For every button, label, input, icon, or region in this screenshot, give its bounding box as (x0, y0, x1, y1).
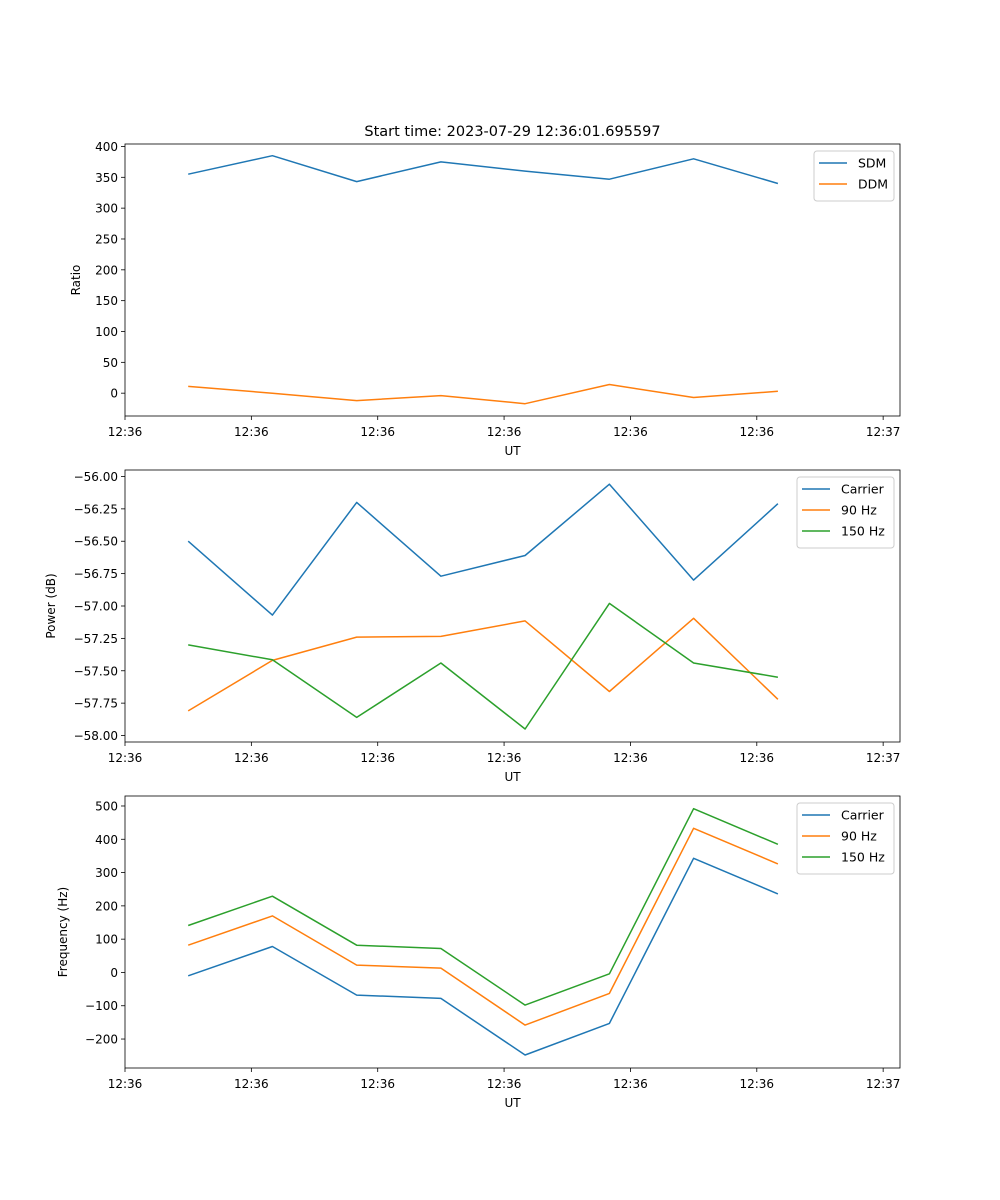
y-tick-label: −57.25 (74, 632, 118, 646)
y-tick-label: −56.25 (74, 502, 118, 516)
legend-label: Carrier (841, 808, 885, 823)
series-line-sdm (188, 154, 779, 185)
y-tick-label: −100 (85, 999, 118, 1013)
legend: Carrier 90 Hz 150 Hz (796, 476, 895, 549)
y-tick-label: −56.50 (74, 535, 118, 549)
legend-label: 150 Hz (841, 524, 885, 539)
y-axis-label: Frequency (Hz) (56, 887, 70, 978)
x-tick-label: 12:36 (613, 425, 648, 439)
y-tick-label: 400 (95, 833, 118, 847)
y-tick-label: −56.75 (74, 567, 118, 581)
x-tick-label: 12:36 (234, 1077, 269, 1091)
axes-frame (124, 795, 901, 1069)
y-tick-label: −58.00 (74, 729, 118, 743)
y-tick-label: −57.50 (74, 664, 118, 678)
y-axis-label: Ratio (69, 265, 83, 296)
y-tick-label: 300 (95, 202, 118, 216)
series-line-90-hz (187, 827, 779, 1026)
subplot-1: Start time: 2023-07-29 12:36:01.695597 12… (69, 124, 900, 458)
x-tick-label: 12:37 (866, 751, 901, 765)
x-axis-label: UT (504, 770, 521, 784)
x-axis-label: UT (504, 444, 521, 458)
x-tick-label: 12:36 (360, 425, 395, 439)
legend-label: SDM (858, 156, 886, 171)
x-tick-label: 12:36 (613, 1077, 648, 1091)
y-tick-label: 500 (95, 799, 118, 813)
x-tick-label: 12:36 (108, 425, 143, 439)
y-tick-label: 0 (110, 966, 118, 980)
legend-label: 90 Hz (841, 829, 877, 844)
x-tick-label: 12:36 (234, 425, 269, 439)
series-line-carrier (187, 857, 779, 1056)
x-tick-label: 12:36 (487, 751, 522, 765)
axes-frame (124, 143, 901, 417)
subplots: Start time: 2023-07-29 12:36:01.695597 12… (44, 124, 900, 1110)
x-tick-label: 12:36 (487, 425, 522, 439)
x-tick-label: 12:36 (360, 1077, 395, 1091)
x-tick-label: 12:37 (866, 425, 901, 439)
y-tick-label: 150 (95, 294, 118, 308)
y-tick-label: 200 (95, 263, 118, 277)
y-axis-label: Power (dB) (44, 573, 58, 638)
x-tick-label: 12:36 (108, 1077, 143, 1091)
series-line-150-hz (188, 602, 779, 730)
y-tick-label: 200 (95, 899, 118, 913)
x-tick-label: 12:36 (487, 1077, 522, 1091)
y-tick-label: 400 (95, 140, 118, 154)
x-tick-label: 12:36 (739, 751, 774, 765)
x-tick-label: 12:36 (360, 751, 395, 765)
legend: Carrier 90 Hz 150 Hz (796, 802, 895, 875)
legend-label: 150 Hz (841, 850, 885, 865)
series-line-90-hz (187, 617, 779, 712)
axes-frame (124, 469, 901, 743)
legend-label: Carrier (841, 482, 885, 497)
legend-label: 90 Hz (841, 503, 877, 518)
legend: SDM DDM (813, 150, 895, 202)
x-axis-label: UT (504, 1096, 521, 1110)
series-line-150-hz (187, 807, 779, 1006)
y-tick-label: 100 (95, 325, 118, 339)
subplot-2: 12:36 12:36 12:36 12:36 12:36 12:36 12:37 −56.0… (44, 469, 901, 784)
y-tick-label: −200 (85, 1033, 118, 1047)
y-tick-label: 0 (110, 387, 118, 401)
y-tick-label: 350 (95, 171, 118, 185)
y-tick-label: 300 (95, 866, 118, 880)
y-tick-label: −57.75 (74, 697, 118, 711)
y-tick-label: −57.00 (74, 600, 118, 614)
x-tick-label: 12:36 (108, 751, 143, 765)
x-tick-label: 12:36 (613, 751, 648, 765)
y-tick-label: 100 (95, 933, 118, 947)
x-tick-label: 12:36 (739, 1077, 774, 1091)
x-tick-label: 12:36 (739, 425, 774, 439)
y-tick-label: 250 (95, 232, 118, 246)
x-tick-label: 12:37 (866, 1077, 901, 1091)
chart-title: Start time: 2023-07-29 12:36:01.695597 (364, 124, 660, 140)
x-tick-label: 12:36 (234, 751, 269, 765)
y-tick-label: −56.00 (74, 470, 118, 484)
subplot-3: 12:36 12:36 12:36 12:36 12:36 12:36 12:37 −200 −… (56, 795, 901, 1110)
legend-label: DDM (858, 177, 888, 192)
series-line-carrier (187, 483, 779, 616)
series-line-ddm (188, 383, 778, 405)
y-tick-label: 50 (103, 356, 118, 370)
